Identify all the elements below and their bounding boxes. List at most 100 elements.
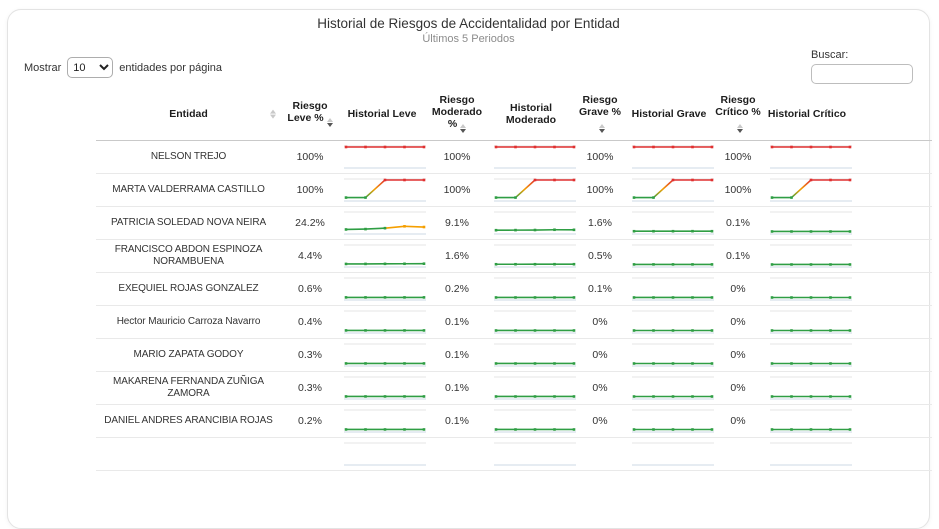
sparkline-chart	[341, 439, 429, 469]
entity-name: MARIO ZAPATA GODOY	[96, 339, 281, 372]
sparkline-chart	[491, 406, 579, 436]
column-header-riesgo-moderado[interactable]: Riesgo Moderado %	[425, 90, 489, 141]
risk-history-moderado	[489, 438, 573, 471]
risk-history-leve	[339, 372, 425, 405]
risk-history-leve	[339, 438, 425, 471]
column-header-riesgo-leve[interactable]: Riesgo Leve %	[281, 90, 339, 141]
entity-name: Hector Mauricio Carroza Navarro	[96, 306, 281, 339]
risk-history-moderado	[489, 306, 573, 339]
risk-history-critico	[765, 339, 849, 372]
sparkline-chart	[767, 373, 855, 403]
sparkline-chart	[767, 307, 855, 337]
risk-history-critico	[765, 372, 849, 405]
risk-value-grave: 0.5%	[573, 240, 627, 273]
sparkline-chart	[491, 274, 579, 304]
sparkline-chart	[491, 175, 579, 205]
sparkline-chart	[629, 175, 717, 205]
risk-history-leve	[339, 240, 425, 273]
risk-history-leve	[339, 273, 425, 306]
risk-value-critico: 0%	[711, 372, 765, 405]
page-size-select[interactable]: 10	[67, 57, 113, 78]
risk-value-moderado: 9.1%	[425, 207, 489, 240]
table-controls: Mostrar 10 entidades por página Buscar:	[24, 49, 913, 84]
row-spacer	[849, 240, 932, 273]
risk-value-critico: 0.1%	[711, 240, 765, 273]
entity-name: DANIEL ANDRES ARANCIBIA ROJAS	[96, 405, 281, 438]
sparkline-chart	[629, 406, 717, 436]
risk-history-leve	[339, 405, 425, 438]
risk-value-critico	[711, 438, 765, 471]
risk-value-leve: 0.2%	[281, 405, 339, 438]
risk-value-critico: 100%	[711, 174, 765, 207]
risk-history-leve	[339, 306, 425, 339]
risk-history-grave	[627, 372, 711, 405]
risk-value-moderado: 0.1%	[425, 372, 489, 405]
risk-history-grave	[627, 207, 711, 240]
risk-history-leve	[339, 174, 425, 207]
sort-icon	[270, 110, 276, 119]
row-spacer	[849, 207, 932, 240]
sparkline-chart	[629, 307, 717, 337]
sparkline-chart	[341, 340, 429, 370]
sparkline-chart	[767, 340, 855, 370]
row-spacer	[849, 273, 932, 306]
column-header-historial-critico[interactable]: Historial Crítico	[765, 90, 849, 141]
sparkline-chart	[767, 241, 855, 271]
column-header-riesgo-grave[interactable]: Riesgo Grave %	[573, 90, 627, 141]
risk-history-moderado	[489, 240, 573, 273]
row-spacer	[849, 339, 932, 372]
risk-value-grave: 0%	[573, 339, 627, 372]
risk-value-moderado: 0.1%	[425, 405, 489, 438]
table-header-row: Entidad Riesgo Leve % Historial Leve Rie…	[96, 90, 932, 141]
sparkline-chart	[491, 439, 579, 469]
sparkline-chart	[629, 340, 717, 370]
entity-name: MARTA VALDERRAMA CASTILLO	[96, 174, 281, 207]
report-card: Historial de Riesgos de Accidentalidad p…	[7, 9, 930, 529]
risk-history-moderado	[489, 372, 573, 405]
row-spacer	[849, 372, 932, 405]
risk-history-leve	[339, 141, 425, 174]
risk-value-grave: 0%	[573, 405, 627, 438]
sparkline-chart	[491, 373, 579, 403]
risk-value-moderado: 100%	[425, 141, 489, 174]
row-spacer	[849, 141, 932, 174]
column-header-entidad[interactable]: Entidad	[96, 90, 281, 141]
risk-value-moderado: 1.6%	[425, 240, 489, 273]
column-header-historial-grave[interactable]: Historial Grave	[627, 90, 711, 141]
entity-name: NELSON TREJO	[96, 141, 281, 174]
risk-history-grave	[627, 306, 711, 339]
risk-value-leve: 0.3%	[281, 372, 339, 405]
page-size-prefix-label: Mostrar	[24, 62, 61, 74]
risk-value-leve: 100%	[281, 174, 339, 207]
search-input[interactable]	[811, 64, 913, 84]
page-size-control: Mostrar 10 entidades por página	[24, 57, 222, 78]
sparkline-chart	[341, 373, 429, 403]
page-title: Historial de Riesgos de Accidentalidad p…	[8, 16, 929, 32]
risk-value-critico: 0.1%	[711, 207, 765, 240]
risk-history-table: Entidad Riesgo Leve % Historial Leve Rie…	[96, 90, 932, 471]
column-header-riesgo-critico[interactable]: Riesgo Crítico %	[711, 90, 765, 141]
risk-history-grave	[627, 141, 711, 174]
risk-history-critico	[765, 174, 849, 207]
risk-value-critico: 0%	[711, 306, 765, 339]
risk-history-moderado	[489, 141, 573, 174]
sparkline-chart	[767, 439, 855, 469]
column-header-historial-moderado[interactable]: Historial Moderado	[489, 90, 573, 141]
sort-icon	[460, 124, 466, 133]
risk-value-leve: 100%	[281, 141, 339, 174]
risk-history-moderado	[489, 174, 573, 207]
sparkline-chart	[341, 208, 429, 238]
sparkline-chart	[491, 340, 579, 370]
row-spacer	[849, 405, 932, 438]
risk-history-critico	[765, 207, 849, 240]
column-header-historial-leve[interactable]: Historial Leve	[339, 90, 425, 141]
sparkline-chart	[341, 175, 429, 205]
risk-history-grave	[627, 339, 711, 372]
risk-value-moderado: 0.1%	[425, 306, 489, 339]
